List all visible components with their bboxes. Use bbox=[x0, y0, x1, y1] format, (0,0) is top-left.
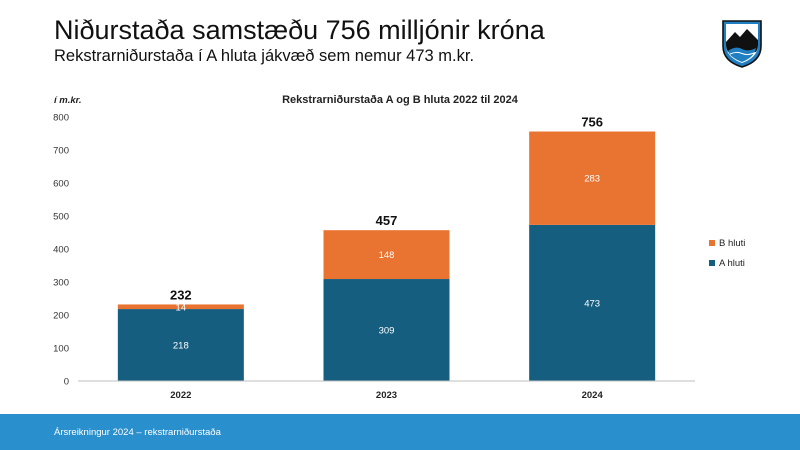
y-tick-label: 400 bbox=[53, 245, 69, 256]
total-label: 756 bbox=[581, 115, 603, 130]
stacked-bar-chart: Rekstrarniðurstaða A og B hluta 2022 til… bbox=[53, 94, 745, 401]
data-label: 309 bbox=[379, 326, 395, 337]
legend-label: B hluti bbox=[719, 238, 745, 249]
data-label: 283 bbox=[584, 174, 600, 185]
y-tick-label: 800 bbox=[53, 113, 69, 124]
data-label: 473 bbox=[584, 298, 600, 309]
x-tick-label: 2023 bbox=[376, 390, 397, 401]
legend-label: A hluti bbox=[719, 258, 745, 269]
legend-swatch bbox=[709, 260, 715, 266]
y-tick-label: 300 bbox=[53, 278, 69, 289]
total-label: 457 bbox=[376, 213, 398, 228]
y-tick-label: 200 bbox=[53, 311, 69, 322]
bar-segment bbox=[117, 304, 244, 310]
data-label: 148 bbox=[379, 250, 395, 261]
footer-text: Ársreikningur 2024 – rekstrarniðurstaða bbox=[54, 427, 221, 438]
bar-segment bbox=[323, 279, 450, 381]
total-label: 232 bbox=[170, 287, 192, 302]
page-subtitle: Rekstrarniðurstaða í A hluta jákvæð sem … bbox=[54, 47, 475, 65]
x-tick-label: 2022 bbox=[170, 390, 191, 401]
bar-segment bbox=[529, 224, 656, 381]
municipal-crest-icon bbox=[722, 20, 762, 68]
y-tick-label: 700 bbox=[53, 146, 69, 157]
y-tick-label: 500 bbox=[53, 212, 69, 223]
y-axis-label: í m.kr. bbox=[54, 95, 81, 106]
y-tick-label: 0 bbox=[64, 377, 69, 388]
data-label: 14 bbox=[176, 302, 187, 313]
y-tick-label: 100 bbox=[53, 344, 69, 355]
bar-segment bbox=[529, 131, 656, 225]
y-tick-label: 600 bbox=[53, 179, 69, 190]
legend-swatch bbox=[709, 240, 715, 246]
bar-segment bbox=[323, 230, 450, 280]
x-tick-label: 2024 bbox=[582, 390, 604, 401]
bar-segment bbox=[117, 309, 244, 381]
footer-bar: Ársreikningur 2024 – rekstrarniðurstaða bbox=[0, 414, 800, 450]
chart-title: Rekstrarniðurstaða A og B hluta 2022 til… bbox=[282, 94, 519, 106]
page-title: Niðurstaða samstæðu 756 milljónir króna bbox=[54, 15, 545, 45]
data-label: 218 bbox=[173, 341, 189, 352]
